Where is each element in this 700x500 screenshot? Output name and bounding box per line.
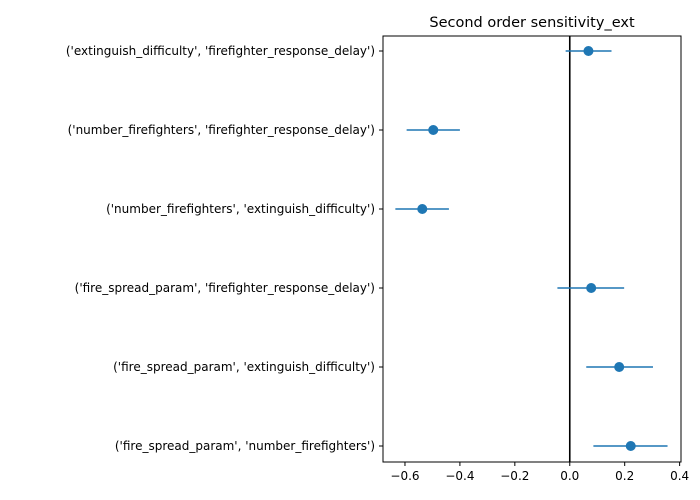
data-point xyxy=(586,283,597,293)
axes-frame xyxy=(382,35,682,463)
data-point xyxy=(614,362,625,372)
axes: ('extinguish_difficulty', 'firefighter_r… xyxy=(66,35,689,483)
data-point xyxy=(428,125,439,135)
y-tick-label: ('fire_spread_param', 'number_firefighte… xyxy=(115,439,375,453)
plot-background xyxy=(383,36,681,462)
data-point xyxy=(417,204,428,214)
y-tick-label: ('fire_spread_param', 'extinguish_diffic… xyxy=(113,360,375,374)
data-point xyxy=(583,46,594,56)
chart-marks xyxy=(395,36,668,462)
x-tick-label: −0.6 xyxy=(390,469,419,483)
chart-title: Second order sensitivity_ext xyxy=(429,15,635,31)
x-tick-label: 0.4 xyxy=(670,469,689,483)
x-tick-label: −0.2 xyxy=(500,469,529,483)
data-point xyxy=(625,441,636,451)
y-tick-label: ('number_firefighters', 'extinguish_diff… xyxy=(106,202,375,216)
y-tick-label: ('fire_spread_param', 'firefighter_respo… xyxy=(75,281,375,295)
x-tick-label: 0.2 xyxy=(615,469,634,483)
x-tick-label: −0.4 xyxy=(445,469,474,483)
x-tick-label: 0.0 xyxy=(560,469,579,483)
plot-area xyxy=(383,36,681,462)
y-tick-label: ('extinguish_difficulty', 'firefighter_r… xyxy=(66,44,375,58)
y-tick-label: ('number_firefighters', 'firefighter_res… xyxy=(68,123,375,137)
